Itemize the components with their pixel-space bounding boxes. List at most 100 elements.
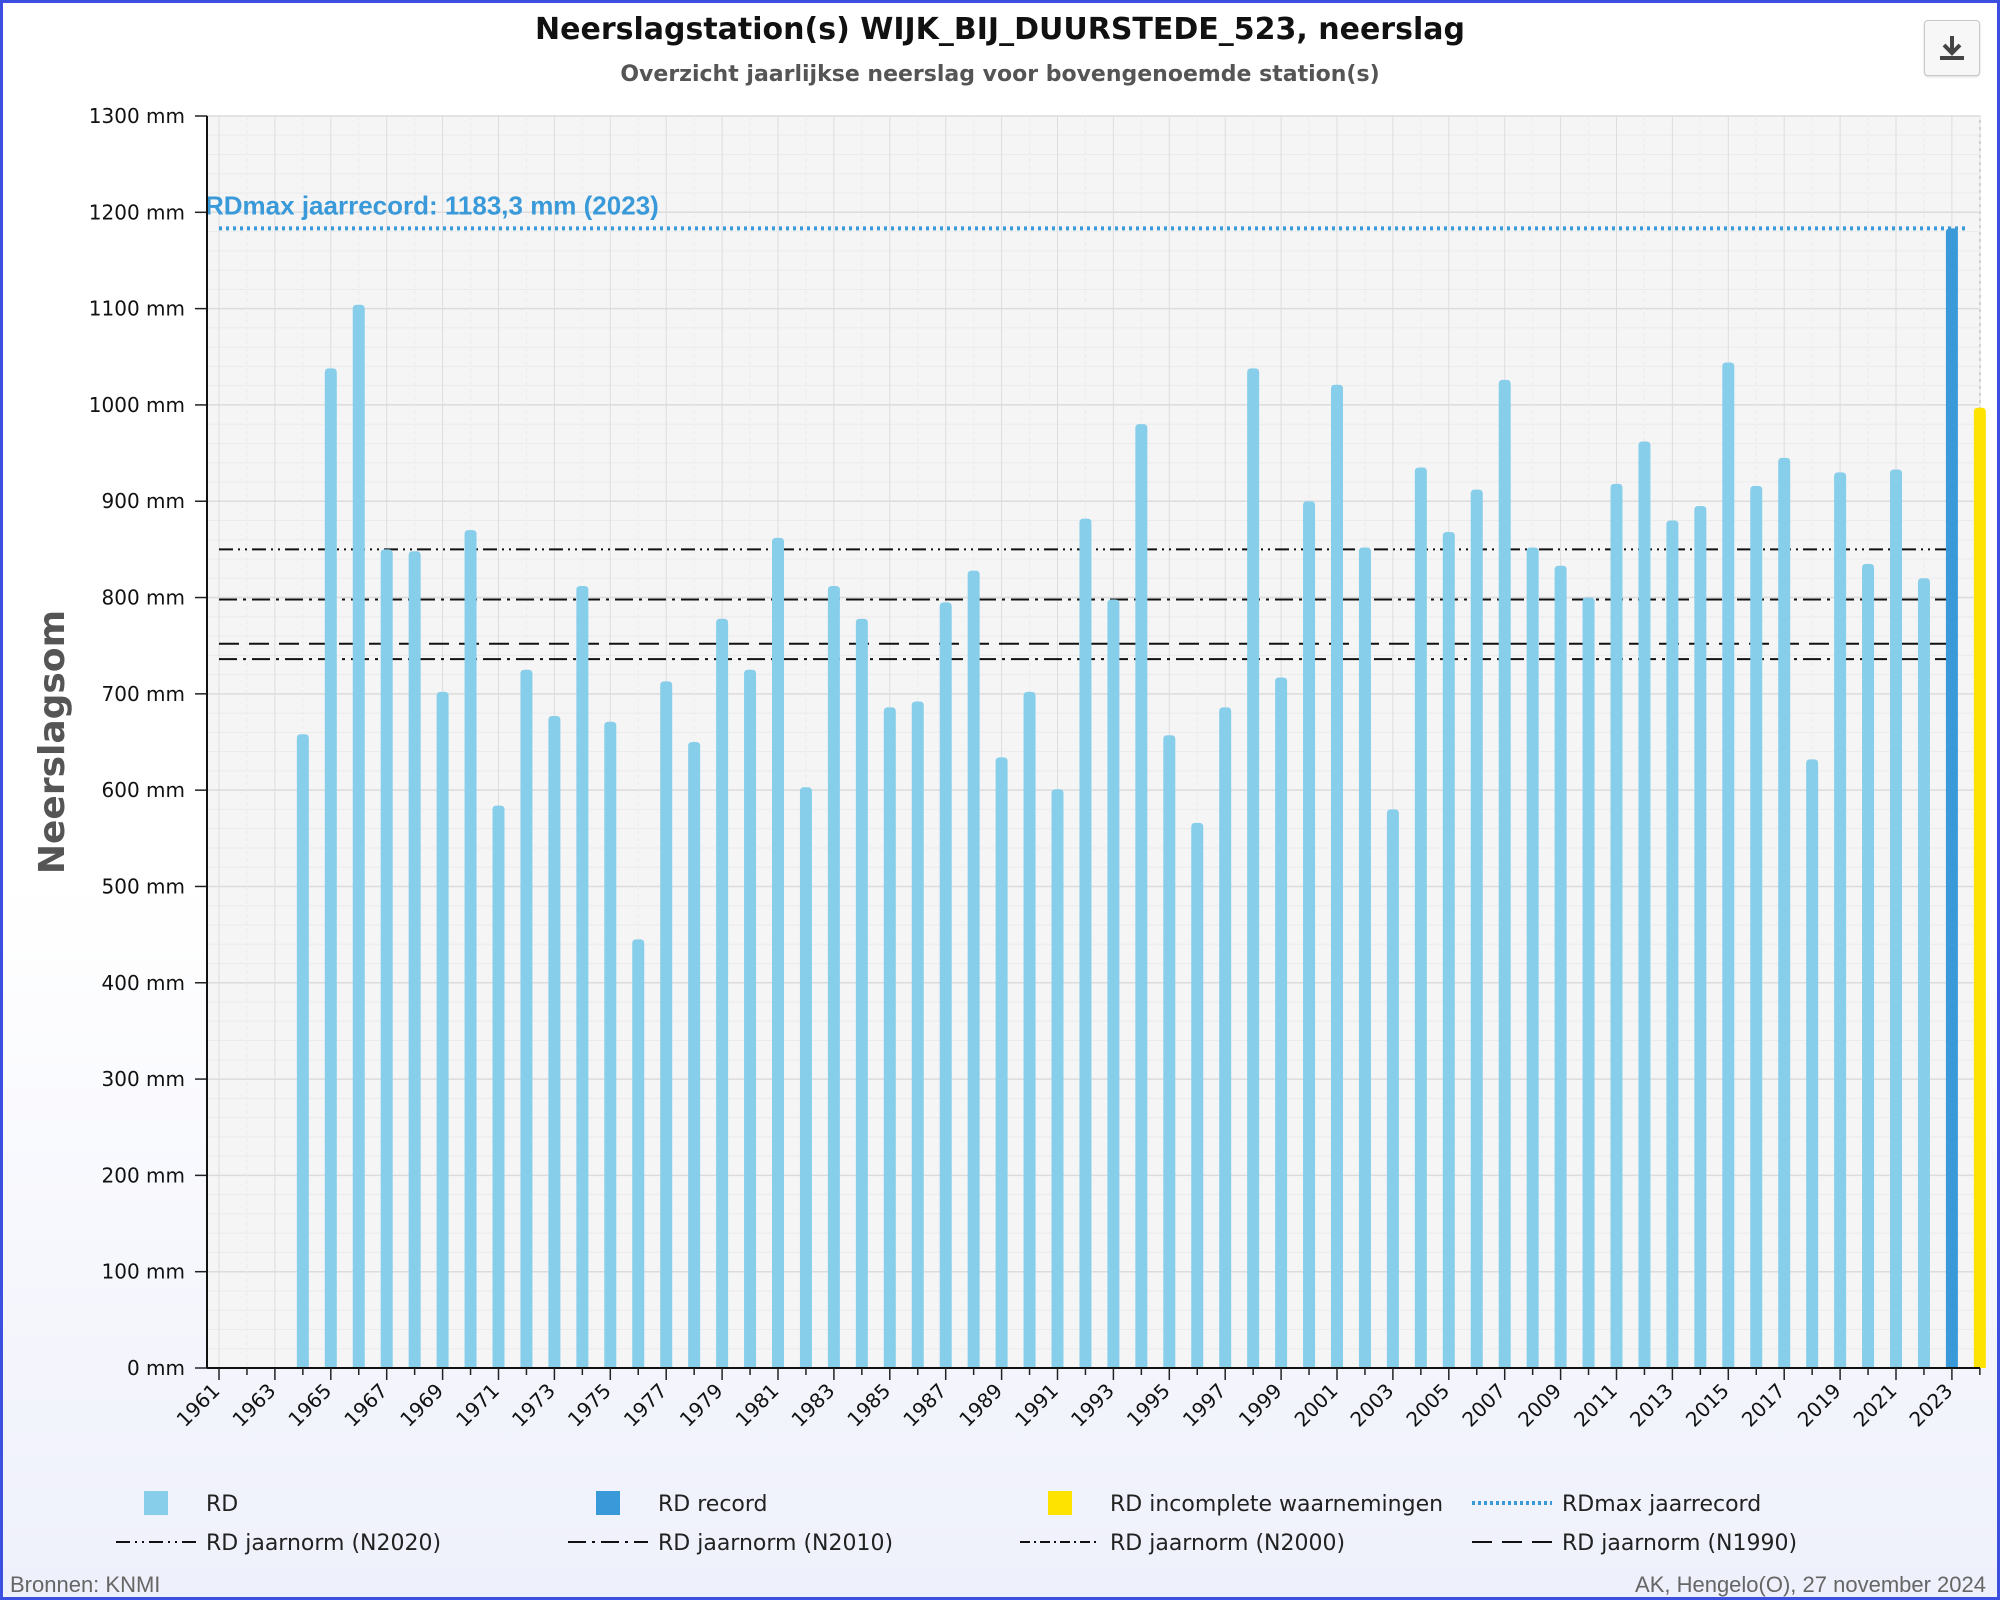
bar-2011 xyxy=(1610,483,1623,1368)
x-tick-label: 1997 xyxy=(1178,1379,1231,1432)
bar-1966 xyxy=(352,304,365,1369)
x-tick-label: 1961 xyxy=(172,1379,225,1432)
bar-2004 xyxy=(1414,467,1427,1368)
bar-1987 xyxy=(939,602,952,1368)
x-tick-label: 1981 xyxy=(731,1379,784,1432)
x-tick-label: 1983 xyxy=(786,1379,839,1432)
x-tick-label: 1993 xyxy=(1066,1379,1119,1432)
legend-label: RD jaarnorm (N1990) xyxy=(1562,1531,1797,1556)
bar-2014 xyxy=(1694,506,1707,1368)
record-annotation: RDmax jaarrecord: 1183,3 mm (2023) xyxy=(205,190,659,220)
bar-2009 xyxy=(1554,565,1567,1368)
bar-1994 xyxy=(1135,424,1148,1369)
legend-label: RD record xyxy=(658,1492,768,1517)
bar-2008 xyxy=(1526,547,1539,1368)
y-tick-label: 900 mm xyxy=(102,489,186,513)
bar-1971 xyxy=(492,805,505,1368)
y-tick-label: 1300 mm xyxy=(89,104,185,128)
bar-1985 xyxy=(883,707,896,1368)
bar-2007 xyxy=(1498,379,1511,1369)
x-tick-label: 2011 xyxy=(1569,1379,1622,1432)
x-tick-label: 2015 xyxy=(1681,1379,1734,1432)
y-tick-label: 1000 mm xyxy=(89,393,185,417)
x-tick-label: 2003 xyxy=(1345,1379,1398,1432)
bar-1991 xyxy=(1051,789,1064,1368)
legend-label: RD jaarnorm (N2000) xyxy=(1110,1531,1345,1556)
y-tick-label: 700 mm xyxy=(102,682,186,706)
legend-swatch xyxy=(596,1491,620,1515)
x-tick-label: 2023 xyxy=(1904,1379,1957,1432)
credit-note: AK, Hengelo(O), 27 november 2024 xyxy=(1635,1572,1986,1597)
download-icon xyxy=(1940,36,1964,60)
bar-2005 xyxy=(1442,532,1455,1368)
bar-1990 xyxy=(1023,691,1036,1368)
bar-2006 xyxy=(1470,489,1483,1369)
x-tick-label: 1985 xyxy=(842,1379,895,1432)
bar-2020 xyxy=(1862,563,1875,1368)
bar-1999 xyxy=(1275,677,1288,1368)
x-tick-label: 1989 xyxy=(954,1379,1007,1432)
bar-1996 xyxy=(1191,822,1204,1368)
bar-1964 xyxy=(296,734,309,1368)
y-tick-label: 400 mm xyxy=(102,971,186,995)
bar-1993 xyxy=(1107,599,1120,1368)
y-tick-label: 200 mm xyxy=(102,1163,186,1187)
export-button[interactable] xyxy=(1924,20,1980,76)
y-tick-label: 500 mm xyxy=(102,874,186,898)
x-tick-label: 1999 xyxy=(1234,1379,1287,1432)
bar-1989 xyxy=(995,757,1008,1368)
bar-1975 xyxy=(604,721,617,1368)
bar-1980 xyxy=(744,669,757,1368)
x-tick-label: 1995 xyxy=(1122,1379,1175,1432)
bar-2021 xyxy=(1890,469,1902,1368)
x-tick-label: 1963 xyxy=(227,1379,280,1432)
bar-2015 xyxy=(1722,362,1735,1368)
bar-2016 xyxy=(1750,485,1763,1368)
bar-2010 xyxy=(1582,597,1595,1368)
x-tick-label: 1965 xyxy=(283,1379,336,1432)
bar-1992 xyxy=(1079,518,1092,1368)
legend-swatch xyxy=(144,1491,168,1515)
x-tick-label: 1975 xyxy=(563,1379,616,1432)
bar-1979 xyxy=(716,618,729,1368)
source-note: Bronnen: KNMI xyxy=(10,1572,161,1597)
y-tick-label: 600 mm xyxy=(102,778,186,802)
bar-1986 xyxy=(911,701,924,1368)
bar-1965 xyxy=(324,368,337,1368)
y-tick-label: 1100 mm xyxy=(89,297,185,321)
chart-title: Neerslagstation(s) WIJK_BIJ_DUURSTEDE_52… xyxy=(535,12,1465,47)
bar-2012 xyxy=(1638,441,1651,1368)
x-tick-label: 1967 xyxy=(339,1379,392,1432)
bar-1984 xyxy=(855,618,868,1368)
bar-1982 xyxy=(799,787,812,1368)
legend-label: RD jaarnorm (N2020) xyxy=(206,1531,441,1556)
bar-1995 xyxy=(1163,735,1176,1368)
bar-1972 xyxy=(520,669,533,1368)
legend-label: RD xyxy=(206,1492,238,1517)
bar-2002 xyxy=(1358,547,1371,1368)
bar-1977 xyxy=(660,681,673,1368)
bar-1983 xyxy=(827,585,840,1368)
bar-1969 xyxy=(436,691,449,1368)
y-axis-title: Neerslagsom xyxy=(32,610,73,874)
x-tick-label: 1971 xyxy=(451,1379,504,1432)
x-tick-label: 2017 xyxy=(1737,1379,1790,1432)
bar-2001 xyxy=(1331,384,1343,1368)
bar-1968 xyxy=(408,551,421,1368)
bar-1973 xyxy=(548,715,561,1368)
x-tick-label: 2009 xyxy=(1513,1379,1566,1432)
y-tick-label: 300 mm xyxy=(102,1067,186,1091)
bar-1981 xyxy=(772,537,784,1368)
bar-1976 xyxy=(632,939,645,1368)
bar-2019 xyxy=(1834,472,1847,1368)
legend-label: RDmax jaarrecord xyxy=(1562,1492,1761,1517)
x-tick-label: 1969 xyxy=(395,1379,448,1432)
bar-1978 xyxy=(688,742,701,1368)
bar-2024 xyxy=(1973,407,1986,1368)
bar-1997 xyxy=(1219,707,1232,1368)
bar-2023 xyxy=(1945,228,1958,1368)
x-tick-label: 1979 xyxy=(675,1379,728,1432)
y-tick-label: 0 mm xyxy=(127,1356,185,1380)
bar-2018 xyxy=(1806,759,1819,1368)
